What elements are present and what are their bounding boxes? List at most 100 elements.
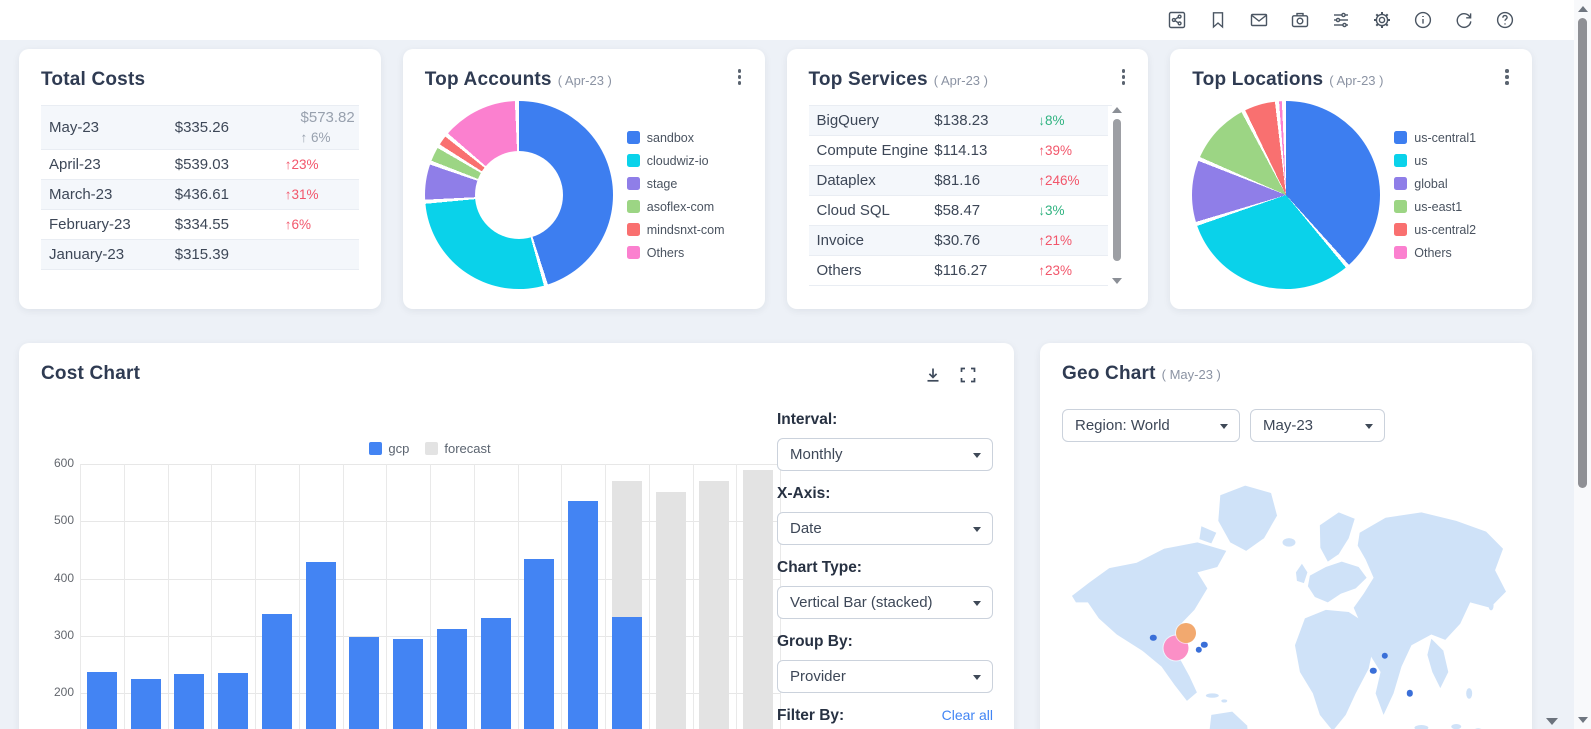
- map-marker[interactable]: [1176, 623, 1197, 643]
- legend-label: Others: [646, 245, 685, 260]
- legend-item[interactable]: Others: [626, 245, 725, 260]
- clear-all-link[interactable]: Clear all: [941, 707, 993, 723]
- chart-type-select[interactable]: Vertical Bar (stacked): [777, 586, 993, 619]
- fullscreen-icon[interactable]: [958, 365, 978, 385]
- gcp-bar[interactable]: [436, 629, 467, 729]
- scroll-down-arrow-icon[interactable]: [1578, 717, 1588, 723]
- table-row: Cloud SQL $58.47 ↓3%: [808, 196, 1109, 226]
- cost-chart-legend: gcp forecast: [80, 441, 780, 456]
- gcp-bar[interactable]: [305, 562, 336, 729]
- world-map: [1062, 462, 1510, 729]
- total-costs-card: Total Costs May-23 $335.26 $573.82 ↑ 6% Apri…: [19, 49, 381, 309]
- camera-icon[interactable]: [1290, 10, 1310, 30]
- forecast-value: $573.82 ↑ 6%: [300, 109, 355, 145]
- gcp-bar[interactable]: [568, 500, 599, 729]
- gcp-bar[interactable]: [393, 639, 424, 729]
- top-accounts-menu-icon[interactable]: [731, 67, 749, 87]
- top-locations-subtitle: ( Apr-23 ): [1329, 73, 1384, 88]
- top-services-subtitle: ( Apr-23 ): [933, 73, 988, 88]
- legend-item[interactable]: us-central1: [1394, 131, 1476, 145]
- legend-item[interactable]: mindsnxt-com: [626, 222, 725, 237]
- share-icon[interactable]: [1167, 10, 1187, 30]
- map-marker[interactable]: [1201, 641, 1208, 649]
- x-axis-select[interactable]: Date: [777, 512, 993, 545]
- legend-swatch: [626, 131, 640, 144]
- group-by-select[interactable]: Provider: [777, 660, 993, 693]
- scroll-down-arrow-icon[interactable]: [1112, 278, 1123, 284]
- bookmark-icon[interactable]: [1208, 10, 1228, 30]
- gridline: [80, 464, 81, 729]
- gcp-bar[interactable]: [524, 559, 555, 729]
- map-marker[interactable]: [1370, 667, 1377, 675]
- info-icon[interactable]: [1413, 10, 1433, 30]
- top-locations-menu-icon[interactable]: [1498, 67, 1516, 87]
- legend-swatch: [1394, 177, 1408, 190]
- region-select[interactable]: Region: World: [1062, 409, 1240, 442]
- geo-chart-subtitle: ( May-23 ): [1161, 367, 1221, 382]
- gcp-bar[interactable]: [611, 617, 642, 729]
- map-marker[interactable]: [1150, 634, 1157, 642]
- table-row: April-23 $539.03 ↑23%: [41, 150, 359, 180]
- refresh-icon[interactable]: [1454, 10, 1474, 30]
- legend-swatch: [1394, 200, 1408, 213]
- y-axis-tick: 200: [53, 685, 74, 700]
- top-services-scrollbar[interactable]: [1112, 107, 1123, 284]
- scroll-down-hint-icon[interactable]: [1546, 718, 1558, 725]
- table-row: February-23 $334.55 ↑6%: [41, 210, 359, 240]
- legend-item[interactable]: us-east1: [1394, 200, 1476, 214]
- legend-item[interactable]: asoflex-com: [626, 199, 725, 214]
- gcp-bar[interactable]: [130, 679, 161, 729]
- legend-item[interactable]: cloudwiz-io: [626, 153, 725, 168]
- gridline: [167, 464, 169, 729]
- table-cell: $436.61: [174, 186, 229, 203]
- forecast-bar[interactable]: [699, 481, 730, 729]
- legend-item[interactable]: us-central2: [1394, 223, 1476, 237]
- legend-item[interactable]: sandbox: [626, 131, 725, 145]
- chart-type-value: Vertical Bar (stacked): [790, 594, 933, 611]
- scroll-up-arrow-icon[interactable]: [1578, 6, 1588, 12]
- top-services-title: Top Services: [808, 69, 928, 90]
- sliders-icon[interactable]: [1331, 10, 1351, 30]
- top-services-card: Top Services ( Apr-23 ) BigQuery $138.23 ↓8…: [786, 49, 1149, 309]
- legend-item[interactable]: stage: [626, 177, 725, 191]
- table-cell: Compute Engine: [816, 142, 929, 159]
- scrollbar-thumb[interactable]: [1113, 119, 1122, 261]
- legend-label: asoflex-com: [646, 199, 715, 214]
- forecast-bar[interactable]: [655, 492, 686, 729]
- top-accounts-title: Top Accounts: [424, 69, 552, 90]
- help-icon[interactable]: [1495, 10, 1515, 30]
- legend-item[interactable]: global: [1394, 177, 1476, 191]
- map-marker[interactable]: [1195, 646, 1202, 653]
- gcp-bar[interactable]: [349, 636, 380, 729]
- gcp-bar[interactable]: [174, 674, 205, 729]
- download-icon[interactable]: [923, 365, 943, 385]
- top-locations-card: Top Locations ( Apr-23 ) us-central1 us glo…: [1170, 49, 1532, 309]
- legend-item[interactable]: Others: [1394, 246, 1476, 260]
- gridline: [517, 464, 519, 729]
- x-axis-label: X-Axis:: [777, 485, 831, 502]
- gcp-bar[interactable]: [261, 614, 292, 729]
- page-scrollbar[interactable]: [1574, 0, 1591, 729]
- scroll-up-arrow-icon[interactable]: [1112, 107, 1123, 113]
- page-scrollbar-thumb[interactable]: [1578, 18, 1587, 488]
- gcp-bar[interactable]: [218, 672, 249, 729]
- legend-item[interactable]: gcp: [369, 441, 409, 456]
- legend-swatch: [369, 442, 383, 455]
- legend-item[interactable]: us: [1394, 154, 1476, 168]
- geo-month-select[interactable]: May-23: [1250, 409, 1385, 442]
- table-cell: ↓3%: [1038, 203, 1065, 218]
- interval-select[interactable]: Monthly: [777, 438, 993, 471]
- settings-gear-icon[interactable]: [1372, 10, 1392, 30]
- top-services-menu-icon[interactable]: [1114, 67, 1132, 87]
- forecast-bar[interactable]: [743, 469, 774, 729]
- mail-icon[interactable]: [1249, 10, 1269, 30]
- cost-chart-title: Cost Chart: [41, 363, 141, 384]
- map-marker[interactable]: [1381, 652, 1389, 659]
- gcp-bar[interactable]: [86, 672, 117, 729]
- gcp-bar[interactable]: [480, 617, 511, 729]
- map-marker[interactable]: [1406, 690, 1413, 697]
- legend-label: cloudwiz-io: [646, 153, 709, 168]
- legend-item[interactable]: forecast: [425, 441, 491, 456]
- legend-label: mindsnxt-com: [646, 222, 725, 237]
